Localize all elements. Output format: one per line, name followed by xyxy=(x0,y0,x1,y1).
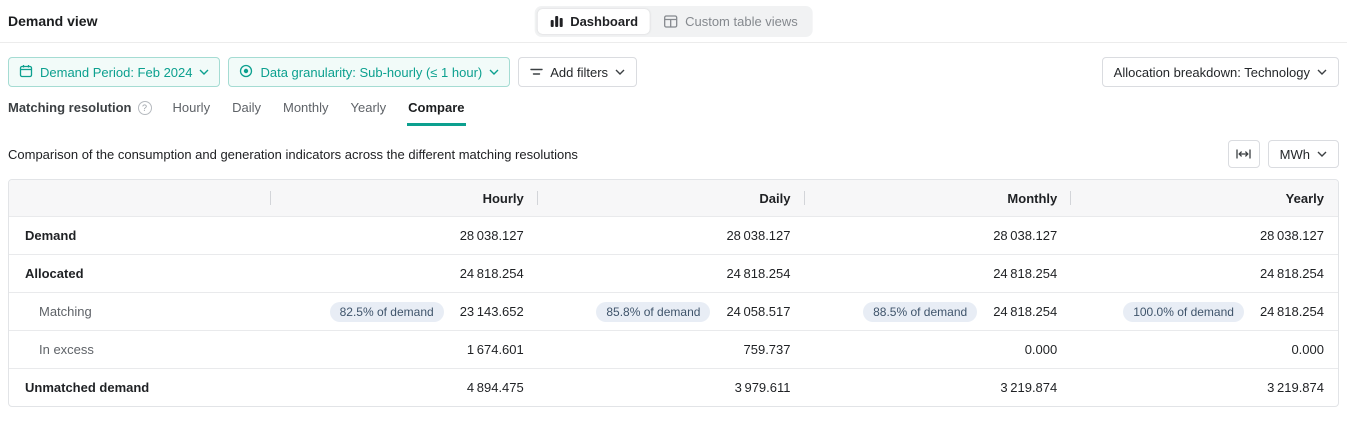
cell-value: 28 038.127 xyxy=(459,228,524,243)
comparison-table: Hourly Daily Monthly Yearly Demand 28 03… xyxy=(8,179,1339,407)
row-label: Demand xyxy=(25,228,77,243)
chevron-down-icon xyxy=(615,69,625,75)
cell-value: 3 979.611 xyxy=(734,380,791,395)
chevron-down-icon xyxy=(1317,69,1327,75)
table-section-header: Comparison of the consumption and genera… xyxy=(0,126,1347,179)
help-icon[interactable]: ? xyxy=(137,100,152,115)
column-header-hourly: Hourly xyxy=(271,180,538,216)
cell-value: 24 818.254 xyxy=(1259,266,1324,281)
row-label: Matching xyxy=(39,304,92,319)
row-label: In excess xyxy=(39,342,94,357)
table-body: Demand 28 038.127 28 038.127 28 038.127 … xyxy=(9,216,1338,406)
cell-value: 24 818.254 xyxy=(1259,304,1324,319)
table-icon xyxy=(664,15,678,28)
table-subtitle: Comparison of the consumption and genera… xyxy=(8,146,578,162)
tab-dashboard-label: Dashboard xyxy=(570,14,639,29)
calendar-icon xyxy=(19,64,33,81)
cell-value: 23 143.652 xyxy=(459,304,524,319)
cell-value: 28 038.127 xyxy=(1259,228,1324,243)
filter-icon xyxy=(530,65,543,80)
filter-row: Demand Period: Feb 2024 Data granularity… xyxy=(0,43,1347,97)
allocation-breakdown-dropdown[interactable]: Allocation breakdown: Technology xyxy=(1101,57,1339,87)
add-filters-button[interactable]: Add filters xyxy=(518,57,638,87)
cell-value: 1 674.601 xyxy=(466,342,524,357)
table-row-in-excess: In excess 1 674.601 759.737 0.000 0.000 xyxy=(9,330,1338,368)
cell-with-badge: 88.5% of demand 24 818.254 xyxy=(805,293,1072,330)
tab-dashboard[interactable]: Dashboard xyxy=(537,9,651,34)
add-filters-label: Add filters xyxy=(550,64,609,80)
column-header-daily: Daily xyxy=(538,180,805,216)
cell-value: 28 038.127 xyxy=(726,228,791,243)
matching-resolution-label-group: Matching resolution ? xyxy=(8,99,152,115)
table-header-row: Hourly Daily Monthly Yearly xyxy=(9,180,1338,216)
tab-yearly[interactable]: Yearly xyxy=(350,100,387,115)
chevron-down-icon xyxy=(489,69,499,75)
tab-daily[interactable]: Daily xyxy=(232,100,261,115)
table-row-allocated: Allocated 24 818.254 24 818.254 24 818.2… xyxy=(9,254,1338,292)
row-label-column-header xyxy=(9,180,271,216)
chevron-down-icon xyxy=(1317,151,1327,157)
page-title: Demand view xyxy=(8,13,98,29)
cell-value: 3 219.874 xyxy=(1267,380,1324,395)
table-row-demand: Demand 28 038.127 28 038.127 28 038.127 … xyxy=(9,216,1338,254)
cell-value: 24 818.254 xyxy=(459,266,524,281)
row-label: Allocated xyxy=(25,266,84,281)
cell-value: 28 038.127 xyxy=(993,228,1058,243)
percent-of-demand-badge: 85.8% of demand xyxy=(596,301,711,322)
column-header-yearly: Yearly xyxy=(1285,190,1324,206)
table-row-matching: Matching 82.5% of demand 23 143.652 85.8… xyxy=(9,292,1338,330)
cell-value: 0.000 xyxy=(1024,342,1058,357)
cell-value: 4 894.475 xyxy=(466,380,524,395)
matching-resolution-label: Matching resolution xyxy=(8,100,132,115)
top-bar: Demand view Dashboard Custom table views xyxy=(0,0,1347,43)
percent-of-demand-badge: 82.5% of demand xyxy=(329,301,444,322)
bar-chart-icon xyxy=(549,15,563,28)
data-granularity-filter-label: Data granularity: Sub-hourly (≤ 1 hour) xyxy=(260,64,483,80)
unit-dropdown[interactable]: MWh xyxy=(1267,140,1339,168)
cell-value: 759.737 xyxy=(743,342,791,357)
fit-width-icon xyxy=(1236,149,1251,159)
view-toggle: Dashboard Custom table views xyxy=(534,6,813,37)
target-icon xyxy=(239,64,253,81)
cell-value: 3 219.874 xyxy=(1000,380,1058,395)
unit-label: MWh xyxy=(1279,146,1310,162)
cell-with-badge: 85.8% of demand 24 058.517 xyxy=(538,293,805,330)
cell-with-badge: 82.5% of demand 23 143.652 xyxy=(271,293,538,330)
matching-resolution-tabs: Matching resolution ? Hourly Daily Month… xyxy=(0,97,1347,126)
cell-value: 24 818.254 xyxy=(726,266,791,281)
data-granularity-filter[interactable]: Data granularity: Sub-hourly (≤ 1 hour) xyxy=(228,57,511,87)
percent-of-demand-badge: 100.0% of demand xyxy=(1123,301,1244,322)
table-row-unmatched-demand: Unmatched demand 4 894.475 3 979.611 3 2… xyxy=(9,368,1338,406)
cell-value: 0.000 xyxy=(1291,342,1324,357)
demand-period-filter-label: Demand Period: Feb 2024 xyxy=(40,64,193,80)
column-header-monthly: Monthly xyxy=(805,180,1072,216)
cell-value: 24 818.254 xyxy=(993,266,1058,281)
percent-of-demand-badge: 88.5% of demand xyxy=(863,301,978,322)
fit-width-button[interactable] xyxy=(1227,140,1260,168)
allocation-breakdown-label: Allocation breakdown: Technology xyxy=(1113,64,1310,80)
tab-monthly[interactable]: Monthly xyxy=(282,100,329,115)
cell-value: 24 058.517 xyxy=(726,304,791,319)
demand-period-filter[interactable]: Demand Period: Feb 2024 xyxy=(8,57,221,87)
row-label: Unmatched demand xyxy=(25,380,150,395)
cell-value: 24 818.254 xyxy=(993,304,1058,319)
tab-compare[interactable]: Compare xyxy=(407,99,466,126)
cell-with-badge: 100.0% of demand 24 818.254 xyxy=(1071,293,1338,330)
tab-custom-table-views-label: Custom table views xyxy=(685,14,798,29)
chevron-down-icon xyxy=(199,69,209,75)
tab-custom-table-views[interactable]: Custom table views xyxy=(652,9,810,34)
tab-hourly[interactable]: Hourly xyxy=(172,100,211,115)
